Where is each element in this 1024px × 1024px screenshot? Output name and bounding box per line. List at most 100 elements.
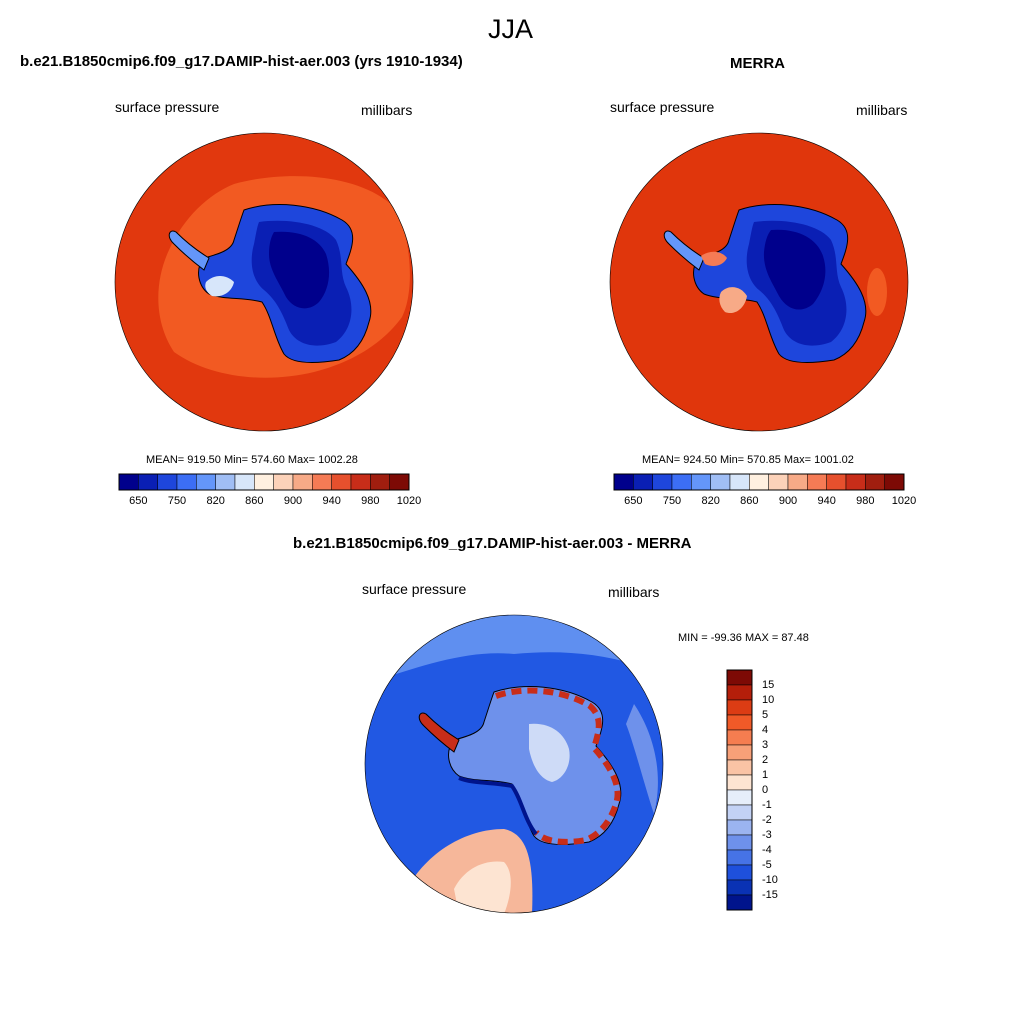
colorbar-tick-label: 0 (762, 784, 769, 796)
colorbar-tick-label: 1020 (891, 495, 917, 507)
colorbar-tick-label: -2 (762, 814, 772, 826)
obs-variable-label: surface pressure (610, 99, 715, 115)
colorbar-swatch (726, 789, 753, 806)
colorbar-swatch (254, 473, 274, 491)
season-title: JJA (488, 14, 534, 44)
colorbar-tick-label: 4 (762, 724, 769, 736)
colorbar-swatch (807, 473, 827, 491)
diff-interior-white (529, 723, 570, 782)
colorbar-tick-label: 15 (762, 679, 775, 691)
colorbar-swatch (157, 473, 178, 491)
colorbar-tick-label: 650 (624, 495, 643, 507)
colorbar-tick-label: 3 (762, 739, 769, 751)
colorbar-swatch (845, 473, 866, 491)
colorbar-tick-label: -4 (762, 844, 772, 856)
colorbar-tick-label: 900 (283, 495, 303, 507)
colorbar-swatch (613, 473, 634, 491)
model-stats: MEAN= 919.50 Min= 574.60 Max= 1002.28 (146, 454, 358, 466)
colorbar-tick-label: 940 (322, 495, 341, 507)
colorbar-tick-label: 980 (856, 495, 875, 507)
colorbar-swatch (671, 473, 692, 491)
diff-polar-map (364, 614, 664, 914)
colorbar-swatch (138, 473, 158, 491)
obs-colorbar-ticks: 650 750 820 860 900 940 980 1020 (614, 495, 916, 509)
colorbar-swatch (768, 473, 789, 491)
diff-units-label: millibars (608, 584, 660, 600)
colorbar-swatch (787, 473, 808, 491)
colorbar-swatch (691, 473, 711, 491)
diff-peninsula (418, 712, 460, 753)
colorbar-swatch (726, 879, 753, 896)
colorbar-swatch (389, 473, 410, 491)
colorbar-swatch (176, 473, 197, 491)
colorbar-swatch (726, 714, 753, 731)
diff-stats: MIN = -99.36 MAX = 87.48 (678, 632, 809, 644)
colorbar-tick-label: -3 (762, 829, 772, 841)
colorbar-swatch (726, 684, 753, 701)
colorbar-swatch (826, 473, 847, 491)
peninsula (168, 230, 210, 271)
colorbar-swatch (729, 473, 750, 491)
colorbar-tick-label: 820 (206, 495, 225, 507)
colorbar-swatch (633, 473, 653, 491)
colorbar-tick-label: -15 (762, 889, 778, 901)
colorbar-swatch (710, 473, 731, 491)
colorbar-swatch (726, 729, 753, 746)
colorbar-swatch (215, 473, 236, 491)
colorbar-swatch (292, 473, 313, 491)
colorbar-tick-label: -1 (762, 799, 772, 811)
colorbar-swatch (273, 473, 294, 491)
colorbar-swatch (726, 849, 753, 866)
obs-panel-title: MERRA (730, 55, 785, 72)
ocean-high-patch (867, 268, 887, 316)
colorbar-tick-label: 900 (778, 495, 798, 507)
colorbar-swatch (884, 473, 905, 491)
model-units-label: millibars (361, 102, 413, 118)
diff-panel-title: b.e21.B1850cmip6.f09_g17.DAMIP-hist-aer.… (293, 535, 692, 552)
colorbar-swatch (652, 473, 673, 491)
colorbar-swatch (350, 473, 371, 491)
ross-shelf (205, 276, 234, 297)
diff-light-band-east (626, 704, 658, 814)
colorbar-swatch (749, 473, 769, 491)
diff-warm-core (454, 861, 511, 913)
model-colorbar (118, 473, 410, 491)
colorbar-tick-label: 860 (245, 495, 264, 507)
obs-stats: MEAN= 924.50 Min= 570.85 Max= 1001.02 (642, 454, 854, 466)
colorbar-tick-label: -10 (762, 874, 778, 886)
colorbar-tick-label: 940 (817, 495, 836, 507)
colorbar-swatch (196, 473, 216, 491)
colorbar-tick-label: 5 (762, 709, 769, 721)
colorbar-tick-label: 1 (762, 769, 769, 781)
colorbar-swatch (726, 894, 753, 911)
ross-shelf (719, 287, 747, 314)
diff-variable-label: surface pressure (362, 581, 467, 597)
colorbar-swatch (726, 864, 753, 881)
obs-colorbar (613, 473, 905, 491)
colorbar-swatch (726, 744, 753, 761)
weddell-shelf (701, 251, 727, 266)
colorbar-tick-label: -5 (762, 859, 772, 871)
colorbar-swatch (726, 804, 753, 821)
obs-units-label: millibars (856, 102, 908, 118)
colorbar-swatch (331, 473, 352, 491)
colorbar-swatch (234, 473, 255, 491)
colorbar-swatch (118, 473, 139, 491)
diff-coastal-negative (458, 776, 538, 836)
colorbar-swatch (726, 819, 753, 836)
diff-colorbar (726, 669, 753, 911)
colorbar-swatch (865, 473, 885, 491)
peninsula (663, 230, 705, 271)
diff-coastal-positive (494, 687, 621, 845)
colorbar-swatch (370, 473, 390, 491)
model-panel-title: b.e21.B1850cmip6.f09_g17.DAMIP-hist-aer.… (20, 53, 463, 70)
colorbar-tick-label: 650 (129, 495, 148, 507)
colorbar-swatch (726, 699, 753, 716)
obs-polar-map (609, 132, 909, 432)
colorbar-tick-label: 750 (662, 495, 682, 507)
colorbar-tick-label: 750 (167, 495, 187, 507)
colorbar-swatch (726, 759, 753, 776)
model-polar-map (114, 132, 414, 432)
colorbar-tick-label: 1020 (396, 495, 422, 507)
colorbar-tick-label: 860 (740, 495, 759, 507)
